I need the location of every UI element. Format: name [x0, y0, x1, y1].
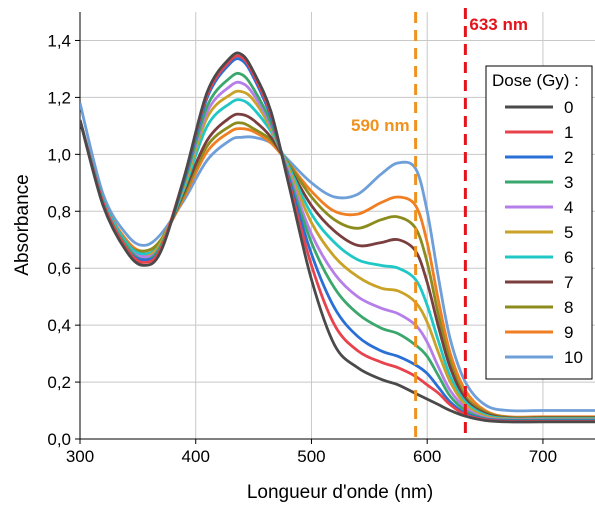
y-tick-label: 1,2: [47, 88, 71, 107]
legend-label-8: 8: [564, 298, 573, 317]
x-tick-labels: 300 400 500 600 700: [66, 439, 557, 466]
x-tick-label: 500: [297, 447, 325, 466]
annotation-label-590: 590 nm: [351, 116, 410, 135]
y-tick-label: 1,4: [47, 31, 71, 50]
y-tick-label: 0,6: [47, 259, 71, 278]
y-tick-label: 0,2: [47, 373, 71, 392]
y-tick-label: 0,0: [47, 430, 71, 449]
series-lines: [80, 51, 595, 424]
y-tick-label: 0,8: [47, 202, 71, 221]
legend-label-2: 2: [564, 148, 573, 167]
legend-label-9: 9: [564, 323, 573, 342]
legend-label-3: 3: [564, 173, 573, 192]
legend-label-6: 6: [564, 248, 573, 267]
annotation-label-633: 633 nm: [469, 15, 528, 34]
legend-label-1: 1: [564, 123, 573, 142]
legend-label-0: 0: [564, 98, 573, 117]
y-tick-label: 1,0: [47, 145, 71, 164]
legend-label-7: 7: [564, 273, 573, 292]
x-tick-label: 300: [66, 447, 94, 466]
annotation-lines: 590 nm 633 nm: [351, 8, 528, 439]
x-tick-label: 700: [529, 447, 557, 466]
x-tick-label: 600: [413, 447, 441, 466]
y-axis-title: Absorbance: [12, 174, 33, 275]
legend: Dose (Gy) : 0 1 2 3 4 5 6 7 8 9 10: [485, 65, 593, 380]
legend-label-4: 4: [564, 198, 573, 217]
legend-title: Dose (Gy) :: [492, 71, 579, 90]
y-tick-label: 0,4: [47, 316, 71, 335]
x-axis-title: Longueur d'onde (nm): [247, 482, 433, 503]
series-line-10: [80, 102, 595, 413]
x-tick-label: 400: [182, 447, 210, 466]
legend-box: [485, 65, 593, 380]
legend-label-5: 5: [564, 223, 573, 242]
axes: [79, 12, 595, 440]
y-tick-labels: 0,0 0,2 0,4 0,6 0,8 1,0 1,2 1,4: [47, 31, 80, 449]
legend-label-10: 10: [564, 348, 583, 367]
series-line-0: [80, 51, 595, 424]
